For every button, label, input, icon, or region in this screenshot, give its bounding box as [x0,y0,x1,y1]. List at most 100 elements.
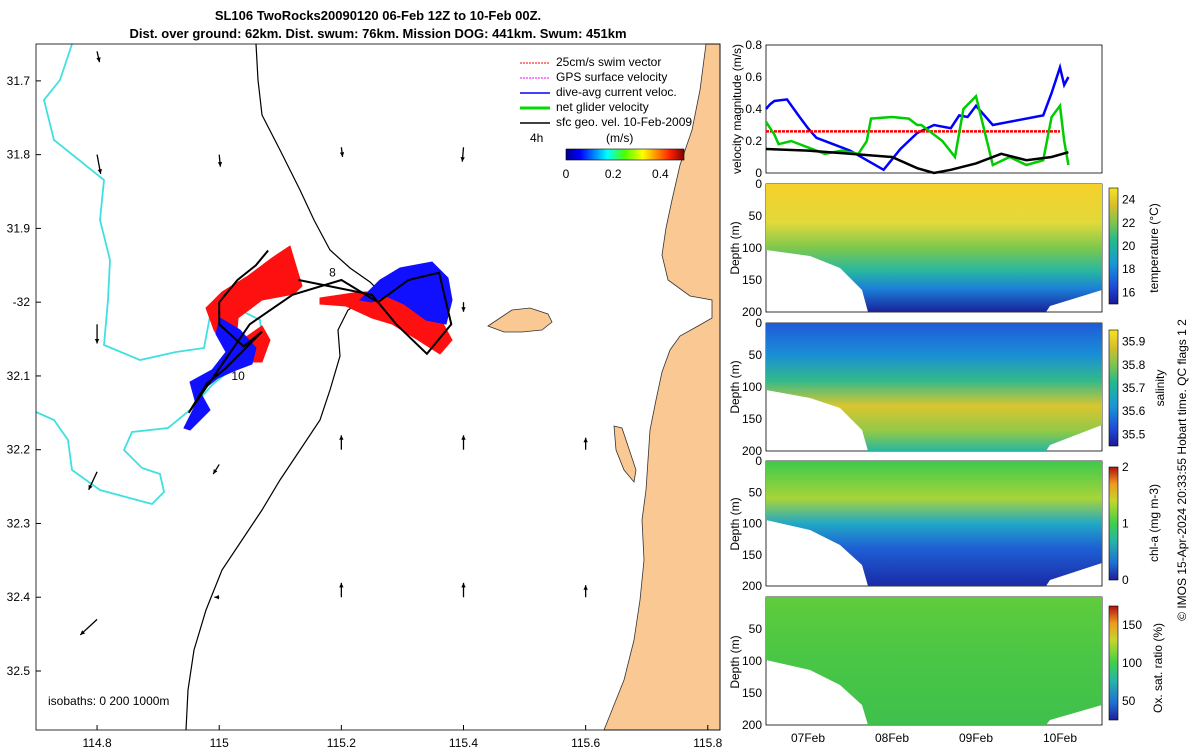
temperature-panel: 0 50 100 150 200 Depth (m) 16 18 20 22 24 temper… [728,177,1161,319]
velocity-y-tick-label: 0.8 [745,38,762,52]
rottnest-island [487,307,553,333]
map-y-tick-label: 32.2 [7,443,31,457]
velocity-series [764,62,1070,175]
sfc-vector-head [339,152,345,157]
colorbar-tick-label: 35.6 [1122,404,1146,418]
colorbar-tick-label: 16 [1122,285,1136,299]
salinity-ylabel: Depth (m) [728,360,742,413]
sfc-vector-head [460,157,465,162]
sfc-vector-head [339,582,344,588]
temperature-clabel: temperature (°C) [1147,203,1161,293]
map-x-tick-label: 115.8 [693,736,722,750]
depth-tick-label: 150 [742,412,762,426]
chla-ylabel: Depth (m) [728,497,742,550]
sfc-vector-head [217,161,223,167]
velocity-y-tick-label: 0.2 [745,134,762,148]
legend-net: net glider velocity [556,100,649,114]
map-x-tick-label: 115.4 [449,736,478,750]
sfc-vector-head [461,307,466,312]
map-panel: 8 10 114.8 115 115.2 115.4 115.6 115.8 31.731… [7,43,723,750]
depth-tick-label: 0 [755,454,762,468]
velocity-series-line [765,62,1070,172]
map-x-tick-label: 115.6 [571,736,600,750]
map-x-tick-label: 115.2 [327,736,356,750]
depth-tick-label: 100 [742,654,762,668]
depth-tick-label: 100 [742,517,762,531]
date-tick-label: 10Feb [1043,731,1077,745]
temperature-field [766,184,1102,312]
oxygen-clabel: Ox. sat. ratio (%) [1151,623,1165,713]
depth-tick-label: 50 [749,348,763,362]
chla-colorbar-ticks: 0 1 2 [1122,460,1129,587]
map-y-tick-label: 32.4 [7,590,31,604]
credit-text: © IMOS 15-Apr-2024 20:33:55 Hobart time.… [1175,319,1189,621]
velocity-ylabel: velocity magnitude (m/s) [730,44,744,174]
map-y-tick-label: 32.3 [7,516,31,530]
velocity-panel: 0 0.2 0.4 0.6 0.8 velocity magnitude (m/s) [730,38,1103,180]
map-x-tick-label: 114.8 [83,736,112,750]
temperature-ylabel: Depth (m) [728,221,742,274]
velocity-series-line [765,147,1069,175]
velocity-y-tick-label: 0 [755,166,762,180]
oxygen-ylabel: Depth (m) [728,635,742,688]
velocity-y-tick-label: 0.4 [745,102,762,116]
depth-tick-label: 50 [749,209,763,223]
salinity-clabel: salinity [1153,370,1167,407]
depth-tick-label: 150 [742,273,762,287]
salinity-field [766,323,1102,451]
depth-tick-label: 200 [742,444,762,458]
chla-y-ticks: 0 50 100 150 200 [742,454,762,593]
sfc-vector-head [80,630,86,635]
depth-tick-label: 150 [742,686,762,700]
salinity-colorbar-ticks: 35.5 35.6 35.7 35.8 35.9 [1122,335,1146,442]
colorbar-tick-label: 20 [1122,239,1136,253]
sfc-vector-head [583,585,588,590]
depth-tick-label: 200 [742,718,762,732]
colorbar-tick-label: 0 [1122,573,1129,587]
depth-tick-label: 200 [742,579,762,593]
depth-tick-label: 200 [742,305,762,319]
chla-panel: 0 50 100 150 200 Depth (m) 0 1 2 chl-a (mg m-3… [728,454,1161,593]
colorbar-tick-label: 35.8 [1122,358,1146,372]
depth-tick-label: 150 [742,548,762,562]
track-label: 10 [231,369,245,383]
map-colorbar [565,148,685,161]
map-colorbar-tick-label: 0 [563,167,570,181]
legend-current: dive-avg current veloc. [556,85,677,99]
sfc-vector-head [88,484,93,490]
map-y-tick-label: 31.7 [7,74,31,88]
isobath-200m [185,43,384,731]
sfc-vector-head [213,469,218,475]
sfc-vector-head [94,338,100,344]
chla-field [766,461,1102,586]
map-y-tick-label: 32.1 [7,369,31,383]
map-y-tick-label: 31.8 [7,148,31,162]
sfc-vector-head [461,582,466,588]
colorbar-tick-label: 1 [1122,517,1129,531]
colorbar-unit: (m/s) [606,131,633,145]
depth-tick-label: 0 [755,316,762,330]
depth-tick-label: 100 [742,241,762,255]
map-colorbar-tick-label: 0.2 [605,167,622,181]
sfc-vector-head [97,169,102,174]
depth-tick-label: 0 [755,177,762,191]
sfc-vector-head [214,595,219,600]
depth-tick-label: 50 [749,485,763,499]
date-tick-label: 07Feb [791,731,825,745]
oxygen-panel: 50 100 150 200 Depth (m) 50 100 150 Ox. sat. … [728,596,1165,745]
colorbar-tick-label: 100 [1122,656,1142,670]
colorbar-tick-label: 2 [1122,460,1129,474]
velocity-series-line [764,93,1070,167]
track-label: 8 [329,266,336,280]
title-line-2: Dist. over ground: 62km. Dist. swum: 76k… [129,26,626,41]
colorbar-tick-label: 35.9 [1122,335,1146,349]
temperature-y-ticks: 0 50 100 150 200 [742,177,762,319]
map-legend: 25cm/s swim vector GPS surface velocity … [520,55,692,181]
chla-clabel: chl-a (mg m-3) [1147,484,1161,562]
map-y-tick-label: 31.9 [7,221,31,235]
temperature-colorbar-ticks: 16 18 20 22 24 [1122,193,1136,300]
colorbar-tick-label: 35.5 [1122,427,1146,441]
oxygen-y-ticks: 50 100 150 200 [742,622,762,732]
legend-sfc: sfc geo. vel. 10-Feb-2009 [556,115,692,129]
